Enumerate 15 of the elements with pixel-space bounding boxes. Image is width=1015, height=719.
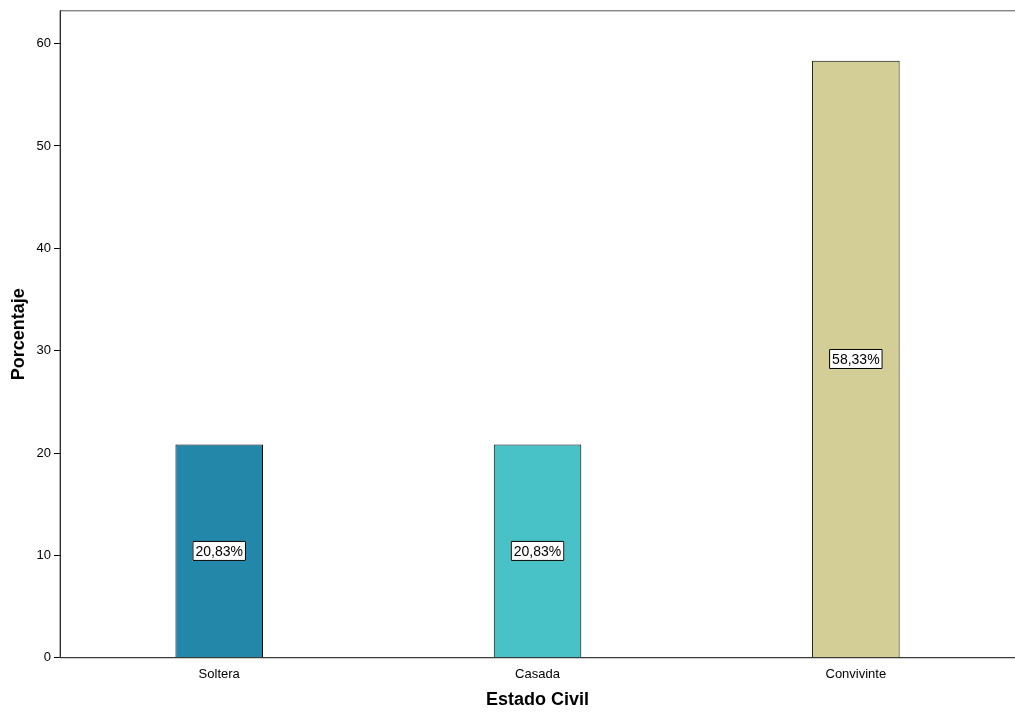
x-tick-label: Casada [515, 666, 561, 682]
x-tick-label: Convivinte [825, 666, 887, 682]
y-tick-label: 0 [43, 649, 52, 665]
data-label: 58,33% [832, 350, 880, 367]
y-tick-label: 10 [36, 547, 52, 562]
y-tick-label: 50 [36, 137, 52, 153]
y-tick-label: 40 [36, 239, 52, 255]
y-tick-label: 20 [36, 444, 52, 460]
x-tick-label: Soltera [198, 666, 241, 682]
x-axis-title: Estado Civil [486, 689, 590, 710]
data-label: 20,83% [195, 542, 243, 559]
y-tick-label: 60 [36, 35, 52, 51]
y-tick-label: 30 [36, 342, 52, 358]
data-label: 20,83% [513, 542, 562, 559]
y-axis-title: Porcentaje [7, 288, 28, 381]
